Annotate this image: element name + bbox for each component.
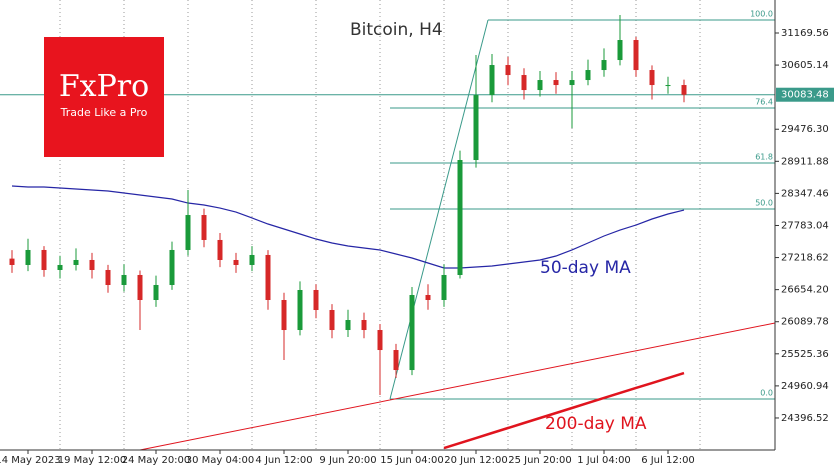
candle-body xyxy=(633,40,639,71)
candle-body xyxy=(521,75,527,91)
candle-body xyxy=(441,274,447,300)
x-tick-label: 25 Jun 20:00 xyxy=(508,455,572,466)
x-tick-label: 9 Jun 20:00 xyxy=(319,455,376,466)
candle-body xyxy=(233,259,239,265)
current-price-label: 30083.48 xyxy=(781,90,829,101)
fib-diagonal xyxy=(389,19,489,400)
trend-line xyxy=(139,322,776,451)
candle-body xyxy=(297,289,303,331)
y-tick-label: 28911.88 xyxy=(781,156,829,167)
candle-body xyxy=(217,239,223,260)
candle-body xyxy=(57,264,63,270)
y-tick-label: 25525.36 xyxy=(781,349,829,360)
candle-body xyxy=(361,320,367,331)
candle-body xyxy=(457,160,463,275)
fib-label: 100.0 xyxy=(750,10,773,19)
candle-body xyxy=(105,269,111,285)
x-tick-label: 15 Jun 04:00 xyxy=(380,455,444,466)
candle-body xyxy=(489,65,495,96)
y-tick-label: 28347.46 xyxy=(781,188,829,199)
moving-average xyxy=(443,371,685,450)
x-tick-label: 30 May 04:00 xyxy=(186,455,255,466)
candle-body xyxy=(617,40,623,61)
current-price-box xyxy=(776,87,834,102)
candle-body xyxy=(265,254,271,300)
candle-body xyxy=(169,249,175,285)
plot-area: 100.0 76.4 61.8 50.0 0.0 xyxy=(0,0,775,450)
ma-label: 50-day MA xyxy=(540,258,631,278)
fib-label: 0.0 xyxy=(760,389,773,398)
y-tick-label: 26089.78 xyxy=(781,317,829,328)
candle-body xyxy=(681,85,687,95)
x-tick-label: 20 Jun 12:00 xyxy=(444,455,508,466)
y-tick-label: 31169.56 xyxy=(781,28,829,39)
fib-label: 76.4 xyxy=(755,97,773,106)
candle-body xyxy=(9,258,15,265)
fib-label: 61.8 xyxy=(755,153,773,162)
candle-body xyxy=(153,284,159,300)
x-tick-label: 14 May 2023 xyxy=(0,455,61,466)
logo-box xyxy=(44,37,164,157)
candle-body xyxy=(569,80,575,86)
candle-body xyxy=(505,65,511,76)
candle-body xyxy=(665,85,671,87)
candle-body xyxy=(649,70,655,86)
candle-body xyxy=(73,259,79,265)
ma-label: 200-day MA xyxy=(545,414,647,434)
candle-body xyxy=(425,294,431,300)
candle-body xyxy=(553,80,559,86)
x-tick-label: 19 May 12:00 xyxy=(58,455,127,466)
candle-body xyxy=(377,330,383,351)
x-tick-label: 1 Jul 04:00 xyxy=(577,455,631,466)
candle-body xyxy=(601,60,607,71)
x-tick-label: 4 Jun 12:00 xyxy=(255,455,312,466)
candle-body xyxy=(41,249,47,270)
fib-label: 50.0 xyxy=(755,198,773,207)
y-tick-label: 27783.04 xyxy=(781,220,829,231)
y-tick-label: 24396.52 xyxy=(781,413,829,424)
y-tick-label: 27218.62 xyxy=(781,253,829,264)
candle-body xyxy=(185,215,191,250)
x-tick-label: 6 Jul 12:00 xyxy=(641,455,695,466)
candle-body xyxy=(89,259,95,270)
candle-body xyxy=(201,215,207,240)
y-tick-label: 26654.20 xyxy=(781,285,829,296)
y-tick-label: 29476.30 xyxy=(781,124,829,135)
candle-body xyxy=(281,300,287,331)
axis-panel xyxy=(775,0,835,470)
candle-body xyxy=(473,95,479,161)
logo: FxPro xyxy=(59,69,149,104)
candle-body xyxy=(393,350,399,371)
candle-body xyxy=(313,289,319,311)
tagline: Trade Like a Pro xyxy=(60,106,148,119)
candle-body xyxy=(537,80,543,91)
candle-body xyxy=(329,310,335,331)
moving-average xyxy=(11,185,685,269)
x-tick-label: 24 May 20:00 xyxy=(122,455,191,466)
candle-body xyxy=(249,254,255,265)
candle-body xyxy=(409,294,415,371)
y-tick-label: 24960.94 xyxy=(781,381,829,392)
candle-body xyxy=(137,274,143,300)
candle-body xyxy=(585,70,591,81)
candle-body xyxy=(121,274,127,285)
candle-body xyxy=(25,249,31,265)
candle-body xyxy=(345,320,351,331)
y-tick-label: 30605.14 xyxy=(781,60,829,71)
chart-title: Bitcoin, H4 xyxy=(350,20,443,40)
